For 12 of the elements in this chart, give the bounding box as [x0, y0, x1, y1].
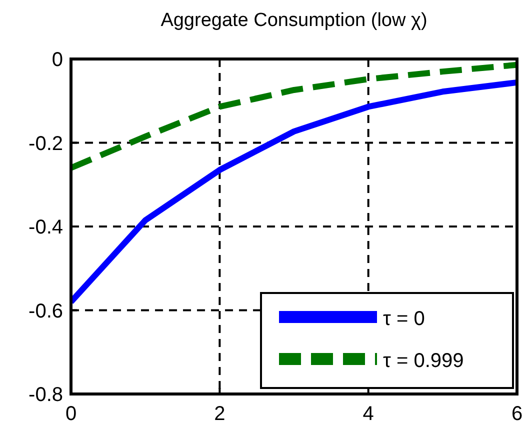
y-tick-label: -0.8	[28, 384, 63, 406]
chart-title: Aggregate Consumption (low χ)	[160, 10, 428, 31]
x-tick-label: 4	[362, 403, 374, 425]
legend-label: τ = 0.999	[383, 350, 464, 372]
legend-label: τ = 0	[383, 308, 425, 330]
x-tick-label: 0	[65, 403, 77, 425]
y-tick-label: -0.4	[28, 216, 63, 238]
y-tick-label: -0.2	[28, 132, 63, 155]
y-tick-label: -0.6	[28, 300, 63, 322]
y-tick-label: 0	[52, 49, 63, 71]
x-tick-label: 2	[214, 403, 226, 425]
x-tick-label: 6	[511, 403, 523, 425]
